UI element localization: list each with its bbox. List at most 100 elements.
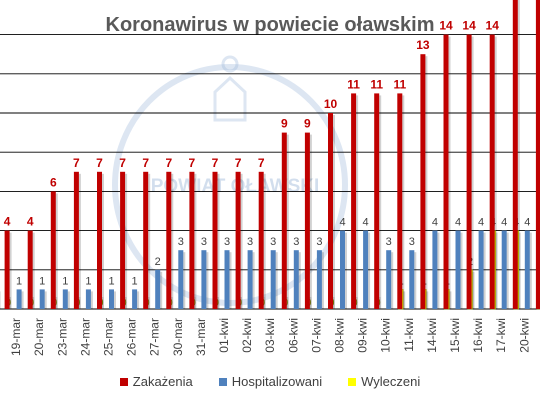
bar-hospitalizowani <box>62 289 68 309</box>
bar-hospitalizowani <box>501 230 507 309</box>
bar-hospitalizowani <box>39 289 45 309</box>
bar-zakażenia <box>235 171 241 309</box>
bar-shade <box>286 134 289 309</box>
data-label-hospitalizowani: 4 <box>478 217 484 229</box>
bar-hospitalizowani <box>270 250 276 309</box>
bar-shade <box>309 134 312 309</box>
x-tick-label: 26-mar <box>125 318 139 356</box>
bar-shade <box>44 291 47 309</box>
bar-hospitalizowani <box>340 230 345 309</box>
bar-shade <box>263 173 266 309</box>
data-label-zakażenia: 11 <box>370 77 383 91</box>
x-tick-label: 06-kwi <box>286 318 300 353</box>
data-label-hospitalizowani: 3 <box>409 236 415 248</box>
data-label-hospitalizowani: 1 <box>108 275 114 287</box>
bar-shade <box>275 252 278 309</box>
bar-shade <box>379 95 382 310</box>
bar-shade <box>137 291 140 309</box>
bar-hospitalizowani <box>478 230 484 309</box>
legend-label: Wyleczeni <box>361 374 421 389</box>
data-label-hospitalizowani: 4 <box>363 217 369 229</box>
data-label-hospitalizowani: 1 <box>132 275 138 287</box>
data-label-hospitalizowani: 3 <box>224 236 230 248</box>
legend-swatch <box>348 377 357 386</box>
bar-hospitalizowani <box>109 289 114 309</box>
bar-hospitalizowani <box>201 250 207 309</box>
data-label-zakażenia: 7 <box>165 156 172 170</box>
bar-zakażenia <box>397 93 403 310</box>
bar-shade <box>403 291 406 309</box>
bar-zakażenia <box>304 132 310 309</box>
x-tick-label: 09-kwi <box>356 318 370 353</box>
chart-legend: Zakażenia Hospitalizowani Wyleczeni <box>0 374 540 389</box>
x-tick-label: 27-mar <box>148 318 162 356</box>
data-label-zakażenia: 7 <box>212 156 219 170</box>
legend-swatch <box>119 377 128 386</box>
data-label-zakażenia: 4 <box>27 215 34 229</box>
x-tick-label: 07-kwi <box>309 318 323 353</box>
bar-hospitalizowani <box>455 230 461 309</box>
bar-shade <box>90 291 93 309</box>
bar-zakażenia <box>374 93 380 310</box>
bar-zakażenia <box>166 171 172 309</box>
bar-hospitalizowani <box>132 289 138 309</box>
data-label-zakażenia: 13 <box>416 38 430 52</box>
x-tick-label: 14-kwi <box>425 318 439 353</box>
bar-shade <box>9 232 12 309</box>
bar-zakażenia <box>351 93 357 310</box>
x-tick-label: 20-mar <box>32 318 46 356</box>
bar-hospitalizowani <box>316 250 322 309</box>
chart-title: Koronawirus w powiecie oławskim <box>105 14 435 36</box>
bar-hospitalizowani <box>224 250 230 309</box>
x-tick-label: 23-mar <box>55 318 69 356</box>
bar-shade <box>252 252 255 309</box>
bar-shade <box>333 115 335 309</box>
bar-shade <box>67 291 70 309</box>
data-label-zakażenia: 6 <box>50 175 57 189</box>
bar-zakażenia <box>212 171 218 309</box>
bar-zakażenia <box>258 171 264 309</box>
bar-shade <box>298 252 301 309</box>
bar-hospitalizowani <box>85 289 91 309</box>
bar-shade <box>55 193 58 309</box>
bar-hospitalizowani <box>432 230 438 309</box>
x-tick-label: 31-mar <box>194 318 208 356</box>
bar-shade <box>368 232 371 309</box>
x-tick-label: 19-mar <box>9 318 23 356</box>
data-label-hospitalizowani: 3 <box>386 236 392 248</box>
bar-hospitalizowani <box>524 230 530 309</box>
data-label-zakażenia: 7 <box>96 156 103 170</box>
data-label-hospitalizowani: 1 <box>39 275 45 287</box>
bar-shade <box>471 36 474 309</box>
x-tick-label: 17-kwi <box>494 318 508 353</box>
bar-zakażenia <box>466 34 472 309</box>
data-label-zakażenia: 7 <box>73 156 80 170</box>
x-tick-label: 16-kwi <box>471 318 485 353</box>
bar-zakażenia <box>328 113 333 309</box>
x-tick-label: 20-kwi <box>517 318 531 353</box>
bar-shade <box>402 95 405 310</box>
bar-zakażenia <box>4 230 10 309</box>
bar-hospitalizowani <box>178 250 184 309</box>
plot-background <box>0 45 540 309</box>
bar-shade <box>114 291 116 309</box>
x-tick-label: 15-kwi <box>448 318 462 353</box>
bar-hospitalizowani <box>155 269 161 309</box>
data-label-hospitalizowani: 3 <box>201 236 207 248</box>
bar-shade <box>529 232 532 309</box>
bar-shade <box>426 291 429 309</box>
x-tick-label: 08-kwi <box>333 318 347 353</box>
data-label-zakażenia: 11 <box>347 77 360 91</box>
bar-shade <box>483 232 486 309</box>
bar-shade <box>194 173 197 309</box>
bar-shade <box>494 36 497 309</box>
legend-item: Wyleczeni <box>348 374 420 389</box>
data-label-hospitalizowani: 3 <box>316 236 322 248</box>
data-label-zakażenia: 14 <box>486 19 500 33</box>
data-label-zakażenia: 7 <box>119 156 126 170</box>
data-label-zakażenia: 9 <box>304 117 311 131</box>
data-label-hospitalizowani: 3 <box>293 236 299 248</box>
data-label-hospitalizowani: 1 <box>16 275 22 287</box>
x-tick-label: 30-mar <box>171 318 185 356</box>
